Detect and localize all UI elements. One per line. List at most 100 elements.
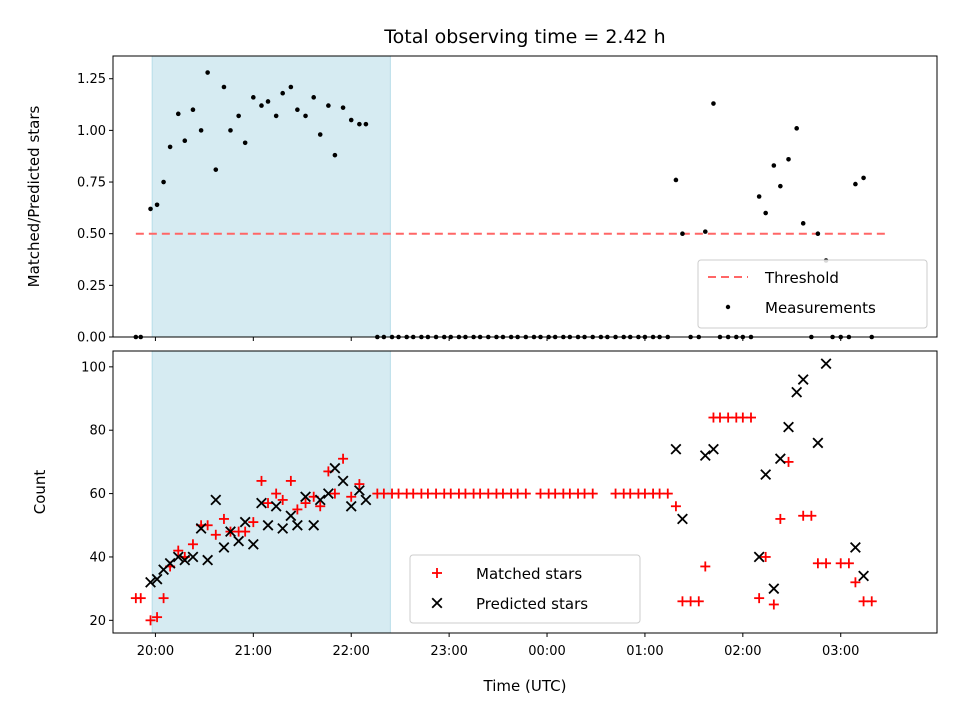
measurement-point <box>815 231 821 236</box>
measurement-point <box>711 101 716 106</box>
predicted-star-point-b <box>670 443 682 455</box>
predicted-star-point <box>345 500 357 512</box>
count-x-tick-label: 21:00 <box>235 644 272 659</box>
predicted-star-point <box>760 469 772 481</box>
predicted-star-point <box>708 443 719 455</box>
measurement-point <box>265 99 271 104</box>
predicted-star-point-b <box>270 500 282 512</box>
matched-star-point <box>271 488 282 499</box>
matched-star-point <box>520 488 531 499</box>
matched-star-point <box>775 513 786 524</box>
predicted-star-point <box>783 421 794 433</box>
count-x-axis-label: Time (UTC) <box>483 677 567 695</box>
predicted-star-point <box>256 497 267 509</box>
predicted-star-point <box>329 462 341 474</box>
count-chart: 20 40 60 80 100 20:00 21:00 22:00 23:00 00:00 01:… <box>31 350 938 695</box>
measurement-point <box>213 167 219 172</box>
predicted-star-point <box>285 510 297 522</box>
matched-star-point <box>768 599 779 610</box>
measurement-point <box>771 163 777 168</box>
measurement-point <box>357 121 362 127</box>
count-points <box>130 358 877 626</box>
legend-predicted-marker <box>431 597 443 609</box>
measurement-point <box>228 128 233 133</box>
matched-star-point <box>256 475 267 486</box>
predicted-star-point-b <box>329 462 341 474</box>
count-y-tick-label: 80 <box>89 424 106 439</box>
measurement-point <box>182 138 188 144</box>
measurement-point <box>148 206 153 212</box>
predicted-star-point-b <box>300 491 311 503</box>
matched-star-point <box>850 577 861 588</box>
predicted-star-point-b <box>291 519 303 531</box>
matched-star-point <box>145 615 156 626</box>
matched-star-point <box>135 593 146 604</box>
measurement-point <box>251 95 256 100</box>
predicted-star-point <box>262 519 274 531</box>
legend-matched-swatch <box>432 568 442 578</box>
predicted-star-point-b <box>151 573 163 585</box>
measurement-point <box>242 140 248 146</box>
predicted-star-point-b <box>218 542 230 553</box>
measurement-point <box>259 103 264 108</box>
matched-star-point <box>700 561 711 572</box>
measurement-point <box>167 144 173 150</box>
measurement-point <box>190 107 196 113</box>
matched-star-point <box>218 513 229 524</box>
matched-star-point <box>745 412 756 423</box>
predicted-star-point <box>314 494 326 506</box>
measurement-point <box>778 183 783 189</box>
predicted-star-point-b <box>195 523 207 534</box>
ratio-y-tick-label: 1.25 <box>77 72 106 87</box>
count-y-ticks: 20 40 60 80 100 <box>81 360 113 629</box>
measurement-point <box>303 113 308 119</box>
count-x-tick-label: 00:00 <box>528 644 565 659</box>
predicted-star-point-b <box>277 523 289 534</box>
measurement-point <box>853 181 858 187</box>
measurement-point <box>326 103 331 108</box>
matched-star-point <box>248 517 259 528</box>
predicted-star-point <box>774 453 786 465</box>
predicted-star-point-b <box>858 570 870 582</box>
predicted-star-point <box>337 475 349 487</box>
ratio-legend: Threshold Measurements <box>697 259 928 329</box>
count-x-tick-label: 02:00 <box>724 644 761 659</box>
measurement-point <box>763 210 768 216</box>
predicted-star-point-b <box>699 450 711 461</box>
measurement-point <box>348 117 354 123</box>
count-y-tick-label: 40 <box>89 550 106 565</box>
measurement-point <box>236 113 241 119</box>
measurement-point <box>680 231 685 236</box>
matched-star-point <box>158 593 169 604</box>
measurement-point <box>332 152 338 158</box>
predicted-star-point <box>699 450 711 461</box>
measurement-point <box>161 179 166 185</box>
measurement-point <box>154 202 160 208</box>
matched-star-point <box>300 498 311 509</box>
predicted-star-point-b <box>308 519 320 531</box>
predicted-star-point <box>179 554 191 566</box>
predicted-star-point-b <box>233 535 245 547</box>
legend-matched-marker <box>432 568 442 578</box>
predicted-star-point-b <box>753 551 765 563</box>
ratio-x-ticks <box>154 337 842 341</box>
matched-star-point <box>866 596 877 607</box>
predicted-star-point-b <box>256 497 267 509</box>
predicted-star-point-b <box>187 551 199 563</box>
measurement-point <box>175 111 181 117</box>
count-x-tick-label: 01:00 <box>626 644 663 659</box>
predicted-star-point <box>195 523 207 534</box>
matched-star-point <box>821 558 832 569</box>
predicted-star-point <box>172 551 184 563</box>
matched-star-point <box>329 488 340 499</box>
legend-predicted-swatch <box>431 597 443 609</box>
count-y-tick-label: 100 <box>81 360 106 375</box>
predicted-star-point <box>797 374 809 385</box>
predicted-star-point-b <box>202 554 214 566</box>
legend-matched-label: Matched stars <box>476 565 582 583</box>
ratio-y-tick-label: 0.25 <box>77 279 106 294</box>
count-legend-box <box>409 554 641 624</box>
predicted-star-point <box>670 443 682 455</box>
count-axes-frame <box>112 350 938 634</box>
matched-star-point <box>354 479 365 490</box>
